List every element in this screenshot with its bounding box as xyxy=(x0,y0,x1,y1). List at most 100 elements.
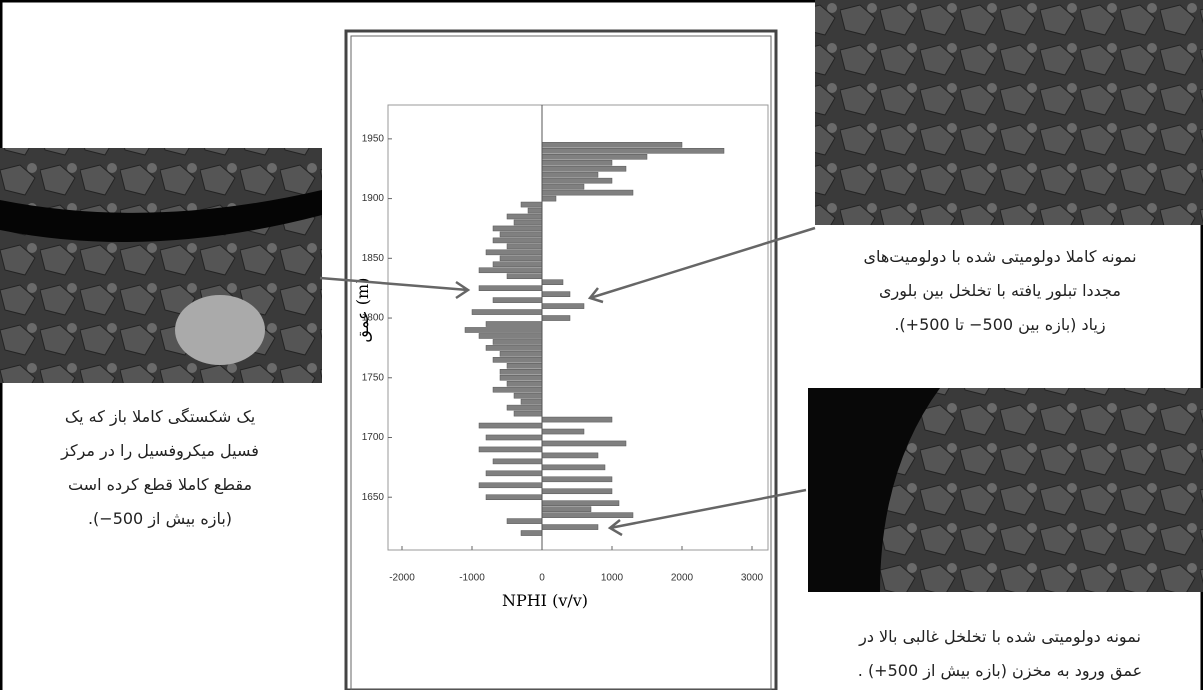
bar xyxy=(541,506,592,512)
x-tick-label: 1000 xyxy=(601,573,624,584)
y-axis-label: عمق (m) xyxy=(353,278,372,343)
bar xyxy=(478,422,543,429)
y-tick-label: 1850 xyxy=(362,253,385,264)
bar xyxy=(541,171,599,178)
bar xyxy=(499,231,543,238)
y-tick-label: 1750 xyxy=(362,372,385,383)
caption-line: مجددا تبلور یافته با تخلخل بین بلوری xyxy=(879,281,1121,301)
caption-line: فسیل میکروفسیل را در مرکز xyxy=(60,441,259,461)
bar xyxy=(520,530,543,536)
plot-area xyxy=(387,104,769,551)
bar xyxy=(520,398,543,405)
x-tick-label: -1000 xyxy=(459,573,485,584)
fossil xyxy=(175,295,265,365)
x-tick-label: 3000 xyxy=(741,573,764,584)
y-tick-label: 1650 xyxy=(362,492,385,503)
bar xyxy=(541,524,599,530)
bar xyxy=(506,213,543,220)
bar xyxy=(499,255,543,262)
bar xyxy=(541,428,585,435)
x-tick-label: 2000 xyxy=(671,573,694,584)
caption-line: (بازه بیش از 500−). xyxy=(88,509,232,529)
bar xyxy=(499,374,543,381)
x-axis-label: NPHI (v/v) xyxy=(502,591,588,610)
bar xyxy=(541,416,613,423)
bar xyxy=(492,261,543,268)
dark-area xyxy=(808,388,940,592)
bar xyxy=(492,386,543,393)
bar xyxy=(541,153,648,160)
bar xyxy=(541,165,627,172)
y-tick-label: 1900 xyxy=(362,193,385,204)
bar xyxy=(513,219,543,226)
bar xyxy=(506,243,543,250)
photo-top-right xyxy=(815,0,1203,225)
caption-line: نمونه دولومیتی شده با تخلخل غالبی بالا د… xyxy=(858,627,1141,647)
bar xyxy=(492,339,543,345)
bar xyxy=(541,440,627,447)
bar xyxy=(478,446,543,453)
bar xyxy=(506,363,543,369)
caption-line: عمق ورود به مخزن (بازه بیش از 500+) . xyxy=(858,661,1142,681)
bar xyxy=(541,452,599,459)
caption-line: یک شکستگی کاملا باز که یک xyxy=(65,407,255,427)
bar xyxy=(541,183,585,190)
bar xyxy=(471,309,543,315)
bar xyxy=(499,369,543,375)
bar xyxy=(506,404,543,411)
bar xyxy=(520,201,543,208)
bar xyxy=(485,345,543,351)
bar xyxy=(527,207,543,214)
x-tick-label: 0 xyxy=(539,573,545,584)
bar xyxy=(541,488,613,495)
bar xyxy=(485,494,543,501)
x-tick-label: -2000 xyxy=(389,573,415,584)
chart-frame xyxy=(344,29,778,690)
bar xyxy=(541,177,613,184)
bar xyxy=(541,195,557,202)
caption-line: مقطع کاملا قطع کرده است xyxy=(68,475,252,495)
bar xyxy=(492,458,543,465)
bar xyxy=(478,482,543,489)
bar xyxy=(541,512,634,518)
bar xyxy=(541,500,620,506)
bar xyxy=(485,249,543,256)
bar xyxy=(541,464,606,471)
bar xyxy=(478,285,543,291)
bar xyxy=(506,380,543,387)
bar xyxy=(492,297,543,303)
chart-frame-inner xyxy=(350,35,772,690)
bar xyxy=(478,267,543,274)
bar xyxy=(492,357,543,363)
bar xyxy=(541,476,613,483)
bar xyxy=(485,434,543,441)
bar xyxy=(541,315,571,321)
bar xyxy=(541,189,634,196)
bar xyxy=(541,159,613,166)
bar xyxy=(513,392,543,399)
arrows xyxy=(319,226,816,537)
caption-line: زیاد (بازه بین 500− تا 500+). xyxy=(894,315,1105,335)
bar xyxy=(541,303,585,309)
y-tick-label: 1800 xyxy=(362,313,385,324)
bar xyxy=(485,470,543,477)
bar xyxy=(464,327,543,333)
bar xyxy=(492,225,543,232)
y-tick-label: 1700 xyxy=(362,432,385,443)
bar xyxy=(506,273,543,280)
bar xyxy=(541,148,725,154)
bar xyxy=(485,321,543,327)
bar xyxy=(541,291,571,297)
fracture xyxy=(0,190,322,242)
y-tick-label: 1950 xyxy=(362,134,385,145)
bar xyxy=(492,237,543,244)
bar xyxy=(513,410,543,417)
bar xyxy=(541,142,683,148)
photo-left xyxy=(0,148,322,383)
bar xyxy=(499,351,543,357)
caption-line: نمونه کاملا دولومیتی شده با دولومیت‌های xyxy=(863,247,1136,267)
bar xyxy=(478,333,543,339)
bar xyxy=(541,279,564,285)
bar xyxy=(506,518,543,524)
